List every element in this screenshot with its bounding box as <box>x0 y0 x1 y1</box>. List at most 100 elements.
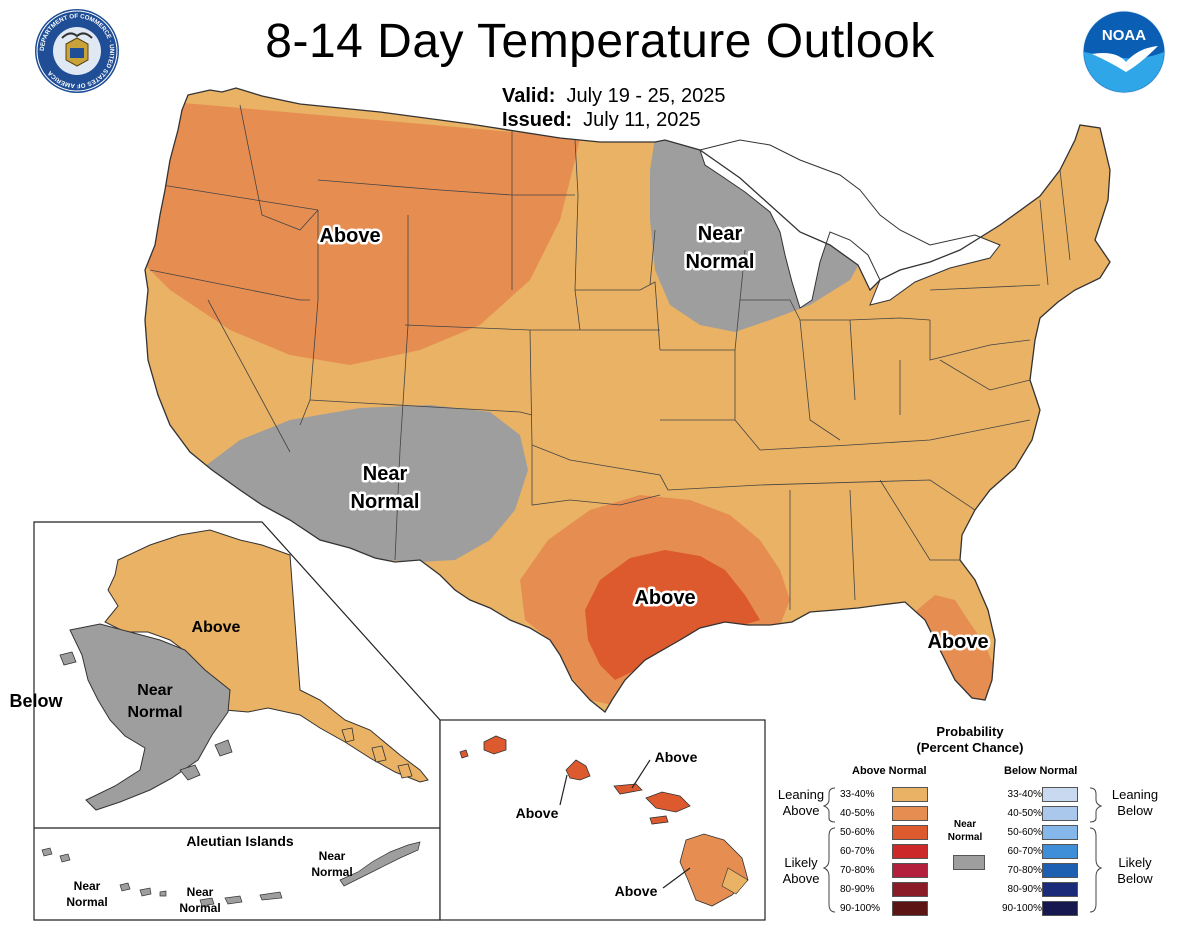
above-legend-swatch <box>892 882 928 897</box>
above-legend-label: 70-80% <box>840 865 875 876</box>
above-legend-label: 90-100% <box>840 903 881 914</box>
conus-label-midwest-normal: Normal <box>686 251 755 273</box>
hawaii-big-island-east <box>721 867 749 895</box>
below-legend-label: 60-70% <box>1007 846 1042 857</box>
above-legend-row: 80-90% <box>840 882 928 897</box>
issued-value: July 11, 2025 <box>583 109 701 131</box>
alaska-label-below: Below <box>9 691 63 711</box>
state-borders <box>149 104 1071 610</box>
hawaii-maui <box>645 791 691 825</box>
issued-label: Issued: <box>502 109 573 131</box>
aleutian-label-normal-2: Normal <box>179 901 220 915</box>
aleutian-label-normal-1: Normal <box>66 895 107 909</box>
valid-label: Valid: <box>502 85 556 107</box>
below-legend-swatch <box>1042 806 1078 821</box>
above-legend-label: 80-90% <box>840 884 875 895</box>
legend-title-line1: Probability <box>936 724 1004 739</box>
noaa-logo: NOAA <box>1082 10 1166 94</box>
below-legend-swatch <box>1042 882 1078 897</box>
legend-likely-above-line1: Likely <box>784 855 818 870</box>
alaska-islands <box>59 651 233 781</box>
legend-leaning-above: Leaning Above <box>770 787 832 819</box>
legend-below-header: Below Normal <box>1004 765 1078 777</box>
above-legend-label: 40-50% <box>840 808 875 819</box>
below-legend-swatch <box>1042 787 1078 802</box>
conus-label-southwest-normal: Normal <box>351 491 420 513</box>
hawaii-molokai <box>613 783 643 795</box>
legend-likely-above: Likely Above <box>770 855 832 887</box>
alaska-inset: Above Near Normal Below Aleutian Islands… <box>9 521 441 921</box>
above-legend-row: 50-60% <box>840 825 928 840</box>
conus-map <box>144 87 1111 713</box>
aleutian-label-near-2: Near <box>187 885 214 899</box>
above-legend-row: 33-40% <box>840 787 928 802</box>
legend-likely-below-line1: Likely <box>1118 855 1152 870</box>
alaska-label-normal: Normal <box>127 704 182 721</box>
legend-near-normal-swatch <box>953 855 985 870</box>
page-title: 8-14 Day Temperature Outlook <box>265 15 935 68</box>
legend-near-normal-line2: Normal <box>947 832 983 843</box>
valid-value: July 19 - 25, 2025 <box>566 85 726 107</box>
above-legend-swatch <box>892 787 928 802</box>
conus-outline <box>144 87 1111 713</box>
below-legend-label: 90-100% <box>1001 903 1042 914</box>
legend-title: Probability (Percent Chance) <box>880 724 1060 756</box>
above-legend-row: 90-100% <box>840 901 928 916</box>
above-legend-label: 33-40% <box>840 789 875 800</box>
below-legend-row: 90-100% <box>996 901 1084 916</box>
legend-title-line2: (Percent Chance) <box>916 740 1024 755</box>
below-legend-row: 50-60% <box>996 825 1084 840</box>
alaska-near-normal-region <box>69 623 231 811</box>
legend-leaning-below: Leaning Below <box>1104 787 1166 819</box>
alaska-label-near: Near <box>137 682 173 699</box>
below-legend-swatch <box>1042 825 1078 840</box>
above-legend-row: 70-80% <box>840 863 928 878</box>
legend-leaning-above-line2: Above <box>782 803 820 818</box>
hawaii-pointer-3 <box>662 867 691 889</box>
aleutian-islands-shapes <box>41 841 421 907</box>
conus-label-florida-above: Above <box>927 631 988 653</box>
legend-braces <box>822 787 1103 913</box>
legend-likely-below-line2: Below <box>1117 871 1153 886</box>
conus-label-gulf-above: Above <box>634 587 695 609</box>
legend-above-header: Above Normal <box>852 765 927 777</box>
legend-leaning-below-line1: Leaning <box>1111 787 1159 802</box>
conus-label-southwest-near: Near <box>363 463 408 485</box>
legend-leaning-below-line2: Below <box>1117 803 1153 818</box>
hawaii-label-above-1: Above <box>516 805 559 821</box>
above-legend-swatch <box>892 901 928 916</box>
above-legend-row: 40-50% <box>840 806 928 821</box>
hawaii-pointer-2 <box>631 759 651 789</box>
below-legend-row: 40-50% <box>996 806 1084 821</box>
below-legend-label: 40-50% <box>1007 808 1042 819</box>
aleutian-label-near-1: Near <box>74 879 101 893</box>
legend-near-normal-line1: Near <box>953 819 977 830</box>
southwest-near-normal-region <box>200 405 528 562</box>
hawaii-oahu <box>565 759 591 781</box>
conus-label-northwest-above: Above <box>319 225 380 247</box>
great-lakes <box>699 139 1001 309</box>
commerce-seal-logo: DEPARTMENT OF COMMERCE · UNITED STATES O… <box>35 9 119 93</box>
hawaii-inset: Above Above Above <box>439 719 766 921</box>
alaska-above-region <box>104 529 429 783</box>
below-legend-row: 33-40% <box>996 787 1084 802</box>
below-legend-row: 80-90% <box>996 882 1084 897</box>
above-legend-label: 60-70% <box>840 846 875 857</box>
above-legend-label: 50-60% <box>840 827 875 838</box>
alaska-panhandle-islands <box>341 727 413 779</box>
alaska-label-above: Above <box>192 619 241 636</box>
hawaii-kauai <box>459 735 507 759</box>
above-legend-swatch <box>892 863 928 878</box>
florida-above-40-50-region <box>915 595 1000 705</box>
aleutian-label-normal-3: Normal <box>311 865 352 879</box>
above-legend-swatch <box>892 825 928 840</box>
below-legend-label: 70-80% <box>1007 865 1042 876</box>
gulf-above-50-60-region <box>585 550 760 680</box>
aleutian-label-near-3: Near <box>319 849 346 863</box>
below-legend-swatch <box>1042 844 1078 859</box>
above-legend-swatch <box>892 806 928 821</box>
legend-likely-above-line2: Above <box>782 871 820 886</box>
northwest-above-40-50-region <box>145 100 580 365</box>
hawaii-pointer-1 <box>559 774 568 806</box>
